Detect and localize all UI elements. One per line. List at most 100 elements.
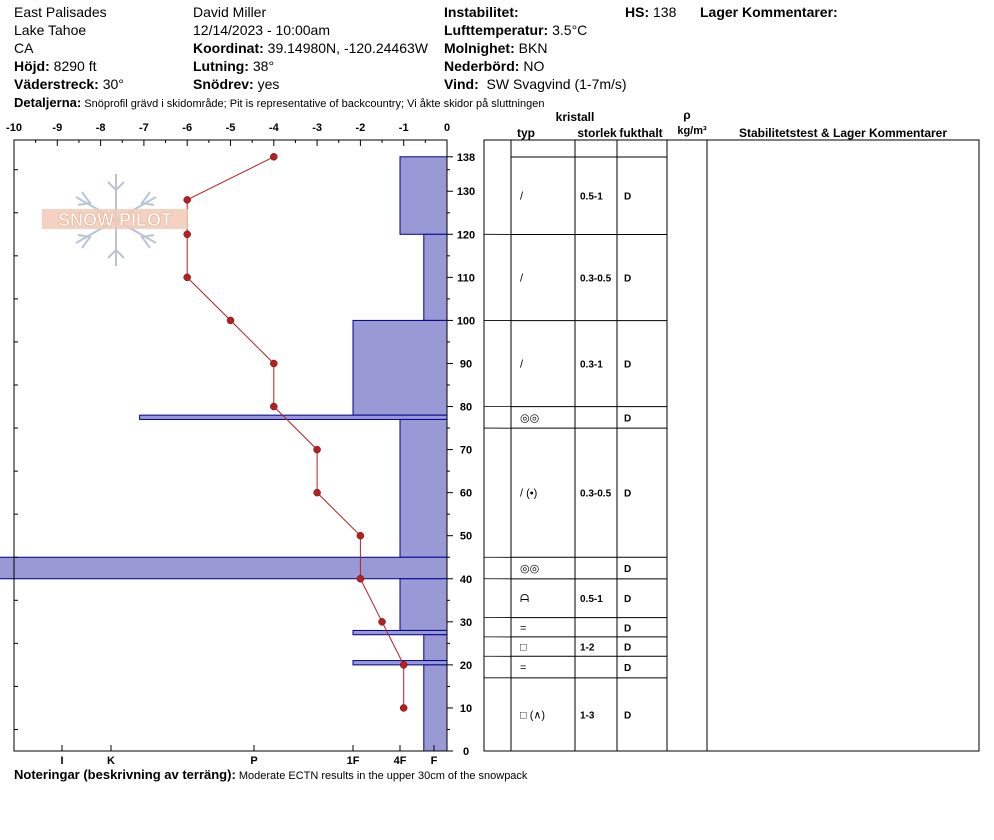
grain-size: 1-3 xyxy=(580,710,595,721)
details-text: Snöprofil grävd i skidområde; Pit is rep… xyxy=(84,98,545,110)
height-tick-label: 80 xyxy=(460,402,472,414)
moisture-value: D xyxy=(624,564,631,575)
height-tick-label: 70 xyxy=(460,445,472,457)
temp-tick-label: -6 xyxy=(182,122,192,134)
elevation-value: 8290 ft xyxy=(53,58,97,74)
grain-size: 0.5-1 xyxy=(580,594,603,605)
precip-row: Nederbörd: NO xyxy=(444,57,544,75)
grain-type-symbol: = xyxy=(520,662,526,674)
grain-size: 1-2 xyxy=(580,643,595,654)
drift-label: Snödrev: xyxy=(193,76,254,92)
temp-point xyxy=(270,402,278,411)
temp-tick-label: -9 xyxy=(52,122,62,134)
slope-label: Lutning: xyxy=(193,58,249,74)
header-type: typ xyxy=(517,126,535,140)
hardness-bar-0 xyxy=(399,156,448,235)
notes-row: Noteringar (beskrivning av terräng): Mod… xyxy=(14,767,527,782)
wind-value: SW Svagvind (1-7m/s) xyxy=(486,76,627,92)
grain-type-symbol: / xyxy=(520,191,524,203)
temp-point xyxy=(356,575,365,583)
height-tick-label: 20 xyxy=(460,660,472,672)
hardness-bar-5 xyxy=(0,556,448,580)
grain-type-symbol: □ (∧) xyxy=(520,709,545,721)
temp-point xyxy=(399,704,408,712)
sky-value: BKN xyxy=(518,40,548,56)
temp-point xyxy=(270,359,278,368)
instability-row: Instabilitet: xyxy=(444,3,519,21)
temp-tick-label: -2 xyxy=(356,122,366,134)
grain-size: 0.3-0.5 xyxy=(580,274,612,285)
air-temp-value: 3.5°C xyxy=(552,22,588,38)
temp-point xyxy=(313,445,321,454)
slope-row: Lutning: 38° xyxy=(193,57,274,75)
layer-table xyxy=(483,139,980,752)
moisture-value: D xyxy=(624,643,631,654)
grain-type-symbol: / (•) xyxy=(520,488,537,500)
height-tick-label: 30 xyxy=(460,617,472,629)
height-tick-label: 138 xyxy=(457,152,475,164)
temp-point xyxy=(183,230,191,239)
temp-point xyxy=(270,153,278,161)
grain-type-symbol: ◎◎ xyxy=(520,563,539,575)
hs-value: 138 xyxy=(653,4,677,20)
temp-profile-line xyxy=(186,156,405,708)
wind-row: Vind: SW Svagvind (1-7m/s) xyxy=(444,75,627,93)
temp-tick-label: -5 xyxy=(226,122,236,134)
coords-row: Koordinat: 39.14980N, -120.24463W xyxy=(193,39,428,57)
temp-point xyxy=(183,196,191,204)
temp-point xyxy=(399,661,408,669)
drift-row: Snödrev: yes xyxy=(193,75,279,93)
temp-point xyxy=(356,531,365,540)
header-stability: Stabilitetstest & Lager Kommentarer xyxy=(739,126,947,140)
temp-tick-label: -8 xyxy=(96,122,106,134)
grain-type-symbol: / xyxy=(520,359,524,371)
header-moisture: fukthalt xyxy=(619,126,662,140)
header-rho: ρ xyxy=(683,108,690,122)
details-row: Detaljerna: Snöprofil grävd i skidområde… xyxy=(14,95,544,110)
layer-table-headers: kristall typ storlek fukthalt ρ kg/m³ St… xyxy=(517,108,947,140)
hardness-tick-label: F xyxy=(431,755,438,767)
layer-comments-heading: Lager Kommentarer: xyxy=(700,4,838,20)
temp-tick-label: 0 xyxy=(444,122,450,134)
temp-point xyxy=(183,273,191,282)
temp-point xyxy=(378,618,386,626)
grain-size: 0.5-1 xyxy=(580,192,603,203)
details-label: Detaljerna: xyxy=(14,95,82,110)
hardness-bar-7 xyxy=(352,629,448,636)
coords-value: 39.14980N, -120.24463W xyxy=(267,40,428,56)
aspect-label: Väderstreck: xyxy=(14,76,99,92)
temp-tick-label: -7 xyxy=(139,122,149,134)
aspect-row: Väderstreck: 30° xyxy=(14,75,124,93)
grain-type-symbol: ◎◎ xyxy=(520,412,539,424)
height-tick-label: 10 xyxy=(460,703,472,715)
hardness-bar-6 xyxy=(399,578,448,631)
grain-size: 0.3-1 xyxy=(580,360,603,371)
elevation-label: Höjd: xyxy=(14,58,50,74)
notes-label: Noteringar (beskrivning av terräng): xyxy=(14,767,236,782)
moisture-value: D xyxy=(624,710,631,721)
hardness-bar-3 xyxy=(139,414,448,420)
header-size: storlek xyxy=(577,126,617,140)
slope-value: 38° xyxy=(252,58,275,74)
moisture-value: D xyxy=(624,192,631,203)
drift-value: yes xyxy=(257,76,280,92)
hardness-tick-label: K xyxy=(107,755,115,767)
moisture-value: D xyxy=(624,413,631,424)
temp-tick-label: -10 xyxy=(6,122,22,134)
temp-tick-label: -3 xyxy=(312,122,322,134)
height-tick-label: 120 xyxy=(457,229,475,241)
temp-tick-label: -4 xyxy=(269,122,280,134)
header-density-unit: kg/m³ xyxy=(677,125,707,137)
hardness-bar-1 xyxy=(423,233,448,321)
observer-name: David Miller xyxy=(193,4,267,20)
height-tick-label: 90 xyxy=(460,358,472,370)
height-tick-label: 60 xyxy=(460,488,472,500)
hardness-bar-10 xyxy=(423,664,448,752)
hardness-bar-2 xyxy=(352,319,448,416)
notes-text: Moderate ECTN results in the upper 30cm … xyxy=(238,770,528,782)
header-crystal: kristall xyxy=(556,110,595,124)
hs-label: HS: xyxy=(625,4,650,20)
hardness-bar-8 xyxy=(423,634,448,662)
layer-table-rows: / 0.5-1 D / 0.3-0.5 D / 0.3-1 D ◎◎ D / (•) 0.3-0.5 D ◎… xyxy=(484,156,667,752)
hardness-tick-label: I xyxy=(60,755,63,767)
